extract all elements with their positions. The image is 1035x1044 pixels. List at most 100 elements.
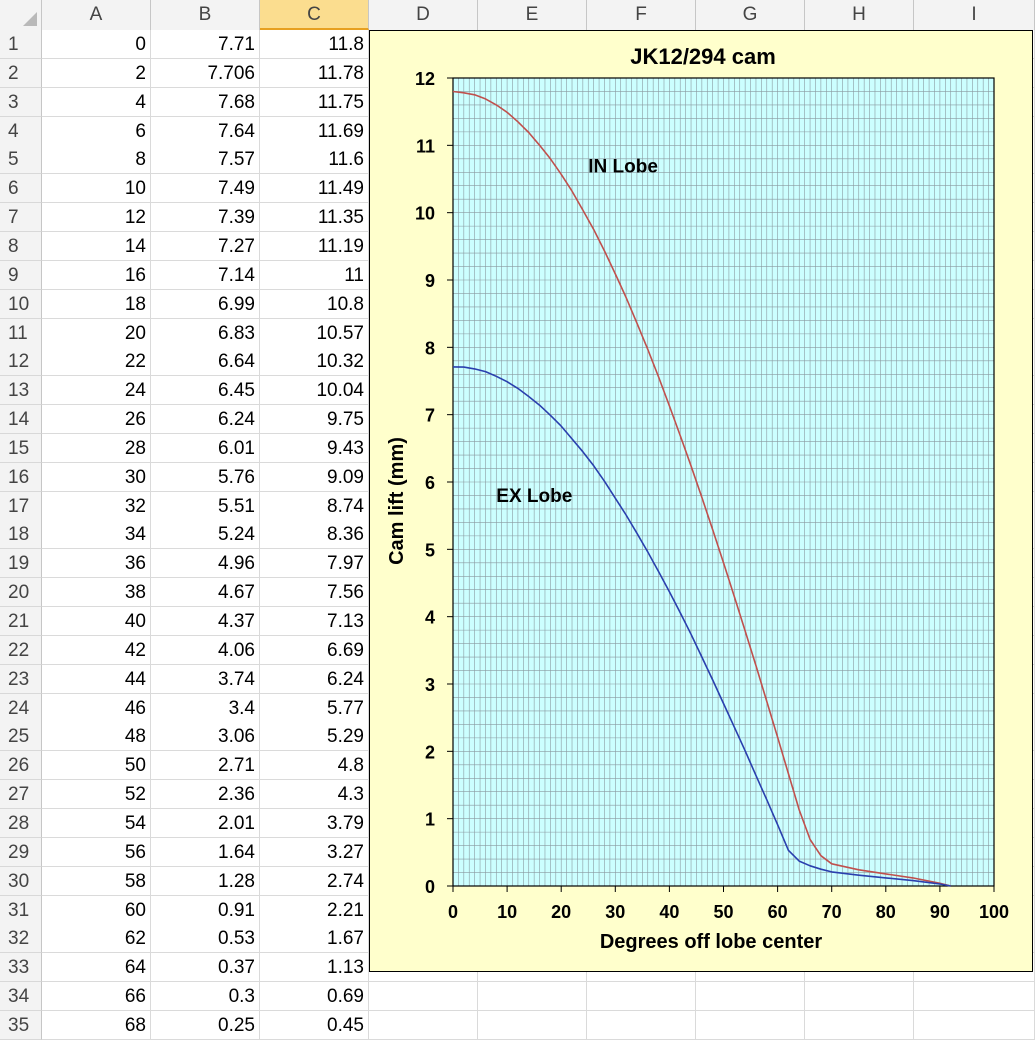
cell-a1[interactable]: 0 [42, 30, 151, 59]
row-header[interactable]: 34 [0, 982, 42, 1012]
row-header[interactable]: 16 [0, 462, 42, 492]
row-header[interactable]: 11 [0, 318, 42, 348]
column-header-c[interactable]: C [260, 0, 369, 30]
cell-c30[interactable]: 2.74 [260, 866, 369, 896]
cell-a12[interactable]: 22 [42, 347, 151, 377]
row-header[interactable]: 10 [0, 289, 42, 319]
cell-b33[interactable]: 0.37 [151, 953, 260, 983]
row-header[interactable]: 20 [0, 578, 42, 608]
cell-a2[interactable]: 2 [42, 58, 151, 88]
cell-f35[interactable] [587, 1010, 696, 1040]
cell-a28[interactable]: 54 [42, 808, 151, 838]
cell-b11[interactable]: 6.83 [151, 318, 260, 348]
cell-c7[interactable]: 11.35 [260, 203, 369, 233]
cell-b35[interactable]: 0.25 [151, 1010, 260, 1040]
cell-c8[interactable]: 11.19 [260, 231, 369, 261]
row-header[interactable]: 31 [0, 895, 42, 925]
cell-c25[interactable]: 5.29 [260, 722, 369, 752]
row-header[interactable]: 17 [0, 491, 42, 521]
cell-d35[interactable] [369, 1010, 478, 1040]
cell-b20[interactable]: 4.67 [151, 578, 260, 608]
cell-d34[interactable] [369, 982, 478, 1012]
cell-c35[interactable]: 0.45 [260, 1010, 369, 1040]
cell-i35[interactable] [914, 1010, 1035, 1040]
row-header[interactable]: 29 [0, 837, 42, 867]
cell-g34[interactable] [696, 982, 805, 1012]
cell-a30[interactable]: 58 [42, 866, 151, 896]
cell-c1[interactable]: 11.8 [260, 30, 369, 59]
row-header[interactable]: 26 [0, 751, 42, 781]
cell-g35[interactable] [696, 1010, 805, 1040]
cell-a32[interactable]: 62 [42, 924, 151, 954]
column-header-i[interactable]: I [914, 0, 1035, 30]
cell-a11[interactable]: 20 [42, 318, 151, 348]
cell-b30[interactable]: 1.28 [151, 866, 260, 896]
cell-a5[interactable]: 8 [42, 145, 151, 175]
cell-a19[interactable]: 36 [42, 549, 151, 579]
cell-b31[interactable]: 0.91 [151, 895, 260, 925]
cell-b14[interactable]: 6.24 [151, 405, 260, 435]
cell-a24[interactable]: 46 [42, 693, 151, 723]
cell-c15[interactable]: 9.43 [260, 433, 369, 463]
cell-b4[interactable]: 7.64 [151, 116, 260, 146]
cell-c27[interactable]: 4.3 [260, 780, 369, 810]
cell-a23[interactable]: 44 [42, 664, 151, 694]
cell-c22[interactable]: 6.69 [260, 635, 369, 665]
cell-a26[interactable]: 50 [42, 751, 151, 781]
cell-c9[interactable]: 11 [260, 260, 369, 290]
cell-b7[interactable]: 7.39 [151, 203, 260, 233]
cell-b32[interactable]: 0.53 [151, 924, 260, 954]
cell-c11[interactable]: 10.57 [260, 318, 369, 348]
cell-c28[interactable]: 3.79 [260, 808, 369, 838]
select-all-corner[interactable] [0, 0, 42, 30]
cell-a18[interactable]: 34 [42, 520, 151, 550]
cell-c29[interactable]: 3.27 [260, 837, 369, 867]
row-header[interactable]: 22 [0, 635, 42, 665]
row-header[interactable]: 25 [0, 722, 42, 752]
cell-c10[interactable]: 10.8 [260, 289, 369, 319]
row-header[interactable]: 32 [0, 924, 42, 954]
row-header[interactable]: 7 [0, 203, 42, 233]
cell-b10[interactable]: 6.99 [151, 289, 260, 319]
row-header[interactable]: 24 [0, 693, 42, 723]
cell-b19[interactable]: 4.96 [151, 549, 260, 579]
cell-c14[interactable]: 9.75 [260, 405, 369, 435]
cell-a35[interactable]: 68 [42, 1010, 151, 1040]
cell-c12[interactable]: 10.32 [260, 347, 369, 377]
row-header[interactable]: 21 [0, 607, 42, 636]
row-header[interactable]: 19 [0, 549, 42, 579]
cell-c19[interactable]: 7.97 [260, 549, 369, 579]
row-header[interactable]: 6 [0, 174, 42, 204]
row-header[interactable]: 33 [0, 953, 42, 983]
cell-a31[interactable]: 60 [42, 895, 151, 925]
cell-a20[interactable]: 38 [42, 578, 151, 608]
cell-c20[interactable]: 7.56 [260, 578, 369, 608]
cell-a13[interactable]: 24 [42, 376, 151, 406]
cell-a22[interactable]: 42 [42, 635, 151, 665]
column-header-e[interactable]: E [478, 0, 587, 30]
cell-b13[interactable]: 6.45 [151, 376, 260, 406]
row-header[interactable]: 9 [0, 260, 42, 290]
cell-a4[interactable]: 6 [42, 116, 151, 146]
cell-b16[interactable]: 5.76 [151, 462, 260, 492]
cell-c34[interactable]: 0.69 [260, 982, 369, 1012]
cell-b15[interactable]: 6.01 [151, 433, 260, 463]
column-header-d[interactable]: D [369, 0, 478, 30]
cell-a34[interactable]: 66 [42, 982, 151, 1012]
cell-b2[interactable]: 7.706 [151, 58, 260, 88]
cell-c26[interactable]: 4.8 [260, 751, 369, 781]
cell-b24[interactable]: 3.4 [151, 693, 260, 723]
row-header[interactable]: 14 [0, 405, 42, 435]
row-header[interactable]: 8 [0, 231, 42, 261]
row-header[interactable]: 3 [0, 87, 42, 117]
cell-c21[interactable]: 7.13 [260, 607, 369, 636]
row-header[interactable]: 15 [0, 433, 42, 463]
row-header[interactable]: 27 [0, 780, 42, 810]
cell-a3[interactable]: 4 [42, 87, 151, 117]
cell-a8[interactable]: 14 [42, 231, 151, 261]
cell-b5[interactable]: 7.57 [151, 145, 260, 175]
cell-a16[interactable]: 30 [42, 462, 151, 492]
cell-a9[interactable]: 16 [42, 260, 151, 290]
cell-c23[interactable]: 6.24 [260, 664, 369, 694]
cell-e35[interactable] [478, 1010, 587, 1040]
